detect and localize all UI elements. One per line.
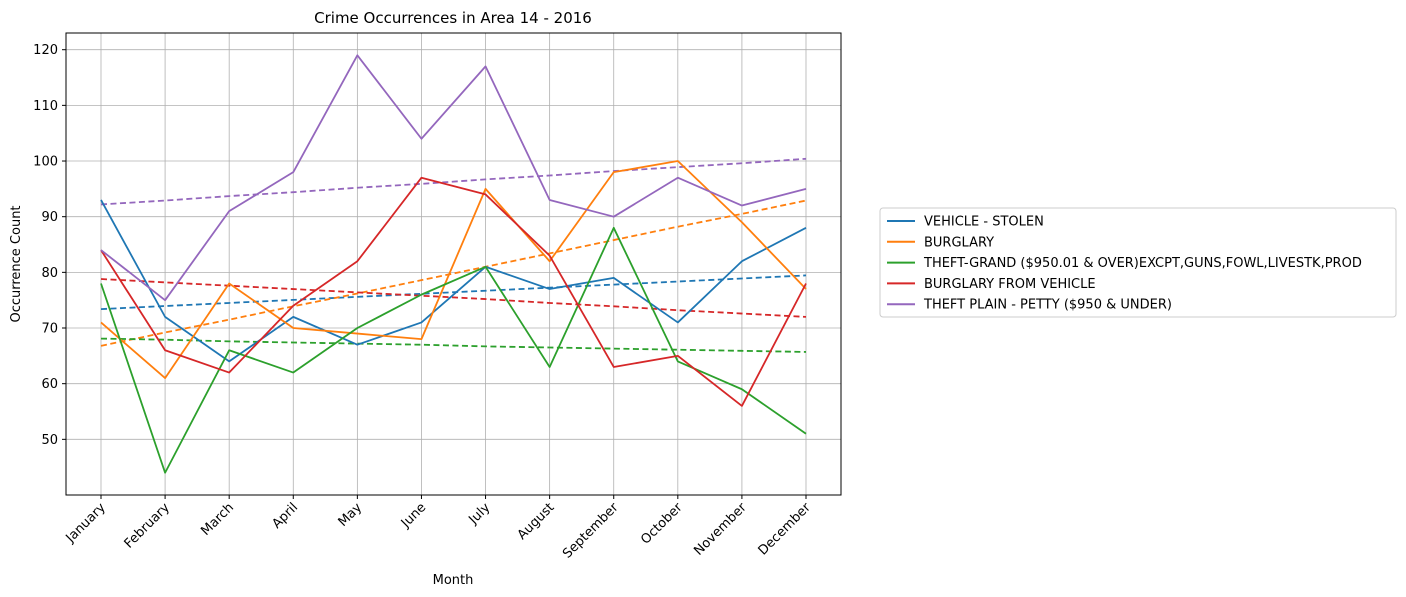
x-axis: January February March April May June July Augu… (63, 495, 815, 562)
x-tick-label: September (560, 500, 622, 562)
y-tick-label: 80 (41, 266, 58, 281)
x-tick-label: April (269, 500, 301, 532)
x-tick-label: May (336, 500, 366, 530)
legend-label-1: BURGLARY (924, 235, 994, 250)
x-tick-label: August (515, 500, 558, 543)
x-tick-label: July (466, 500, 494, 528)
y-tick-label: 100 (33, 155, 58, 170)
series-line-2 (100, 226, 807, 474)
plot-frame (65, 32, 842, 496)
x-axis-title: Month (433, 573, 474, 588)
legend-label-0: VEHICLE - STOLEN (924, 215, 1044, 230)
x-tick-label: January (63, 500, 109, 546)
trend-line-3 (100, 278, 807, 318)
series-line-4 (100, 54, 807, 302)
y-tick-label: 90 (41, 210, 58, 225)
x-tick-label: November (691, 500, 750, 559)
y-tick-label: 110 (33, 99, 58, 114)
series-line-1 (100, 160, 807, 380)
x-tick-label: February (122, 500, 174, 552)
y-tick-label: 50 (41, 433, 58, 448)
y-tick-label: 70 (41, 322, 58, 337)
series-line-3 (100, 176, 807, 407)
trend-line-1 (100, 199, 807, 347)
trend-line-4 (100, 157, 807, 206)
y-axis: 50 60 70 80 90 100 110 120 (33, 43, 66, 448)
y-tick-label: 120 (33, 43, 58, 58)
grid (66, 33, 841, 495)
series-lines (100, 54, 807, 474)
x-tick-label: December (756, 500, 815, 559)
legend-label-3: BURGLARY FROM VEHICLE (924, 277, 1096, 292)
chart-title: Crime Occurrences in Area 14 - 2016 (314, 9, 592, 27)
x-tick-label: October (638, 500, 686, 548)
y-tick-label: 60 (41, 377, 58, 392)
legend-label-4: THEFT PLAIN - PETTY ($950 & UNDER) (923, 298, 1172, 313)
trend-line-2 (100, 337, 807, 353)
legend-label-2: THEFT-GRAND ($950.01 & OVER)EXCPT,GUNS,F… (923, 256, 1362, 271)
series-line-0 (100, 199, 807, 363)
trend-line-0 (100, 274, 807, 310)
y-axis-title: Occurrence Count (9, 205, 24, 322)
legend-frame (879, 207, 1397, 318)
trend-lines (100, 157, 807, 353)
x-tick-label: March (198, 500, 237, 539)
x-tick-label: June (398, 500, 429, 531)
legend: VEHICLE - STOLEN BURGLARY THEFT-GRAND ($95… (879, 207, 1397, 318)
